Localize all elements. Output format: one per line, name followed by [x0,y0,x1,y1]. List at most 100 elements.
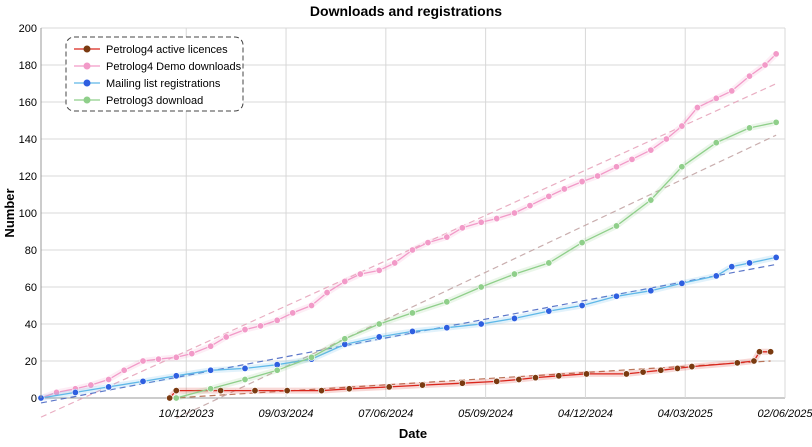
data-point [733,359,741,367]
data-point [375,266,383,274]
data-point [120,366,128,374]
y-tick-label: 60 [25,282,37,294]
data-point [477,283,485,291]
legend-label: Petrolog4 active licences [106,44,228,56]
y-tick-label: 20 [25,356,37,368]
series-layer [37,50,780,402]
data-point [345,385,353,393]
data-point [612,222,620,230]
data-point [493,377,501,385]
legend: Petrolog4 active licences Petrolog4 Demo … [65,36,244,112]
data-point [755,348,763,356]
y-tick-label: 80 [25,245,37,257]
data-point [515,375,523,383]
data-point [375,320,383,328]
x-tick-label: 04/12/2024 [558,408,613,420]
series-line [169,351,771,399]
data-point [217,387,225,395]
y-tick-label: 140 [19,134,37,146]
data-point [477,320,485,328]
data-point [662,135,670,143]
data-point [458,224,466,232]
data-point [172,387,180,395]
data-point [612,163,620,171]
data-point [493,215,501,223]
data-point [257,322,265,330]
data-point [251,387,259,395]
data-point [693,104,701,112]
data-point [273,316,281,324]
data-point [172,372,180,380]
data-point [207,342,215,350]
series-line [176,121,777,399]
x-tick-label: 07/06/2024 [358,408,413,420]
data-point [172,394,180,402]
series-halo [40,254,777,401]
data-point [728,87,736,95]
data-point [408,309,416,317]
data-point [647,287,655,295]
y-tick-label: 120 [19,171,37,183]
data-point [308,301,316,309]
data-point [424,239,432,247]
data-point [323,289,331,297]
data-point [105,383,113,391]
data-point [188,350,196,358]
x-tick-label: 02/06/2025 [757,408,812,420]
data-point [746,72,754,80]
data-point [318,387,326,395]
data-point [545,259,553,267]
y-tick-label: 0 [31,393,37,405]
data-point [443,233,451,241]
data-point [673,364,681,372]
data-point [510,270,518,278]
data-point [578,178,586,186]
y-axis-label: Number [2,188,17,237]
legend-items: Petrolog4 active licences Petrolog4 Demo … [74,44,242,107]
legend-label: Petrolog3 download [106,95,203,107]
legend-marker [83,45,91,53]
y-tick-label: 160 [19,97,37,109]
chart-title: Downloads and registrations [310,3,502,19]
data-point [273,366,281,374]
data-point [477,218,485,226]
trend-line [169,360,771,399]
data-point [308,353,316,361]
data-point [532,374,540,382]
data-point [241,326,249,334]
x-tick-label: 05/09/2024 [458,408,513,420]
data-point [612,292,620,300]
data-point [628,155,636,163]
data-point [443,324,451,332]
y-tick-label: 40 [25,319,37,331]
data-point [166,394,174,402]
x-axis-label: Date [399,426,427,441]
data-point [341,335,349,343]
data-point [139,377,147,385]
data-point [458,379,466,387]
series-line [40,256,777,399]
data-point [155,355,163,363]
data-point [712,139,720,147]
data-point [647,196,655,204]
y-tick-label: 200 [19,23,37,35]
data-point [772,253,780,261]
data-point [241,375,249,383]
legend-label: Petrolog4 Demo downloads [106,61,242,73]
data-point [647,146,655,154]
data-point [772,50,780,58]
data-point [443,298,451,306]
data-point [105,375,113,383]
x-tick-label: 09/03/2024 [259,408,314,420]
y-tick-label: 100 [19,208,37,220]
data-point [678,279,686,287]
data-point [678,122,686,130]
data-point [746,259,754,267]
axis-layer: 0 20 40 60 80 100 120 140 160 180 200 10/12/2023 09/… [19,23,812,420]
data-point [241,364,249,372]
data-point [510,209,518,217]
x-tick-label: 04/03/2025 [658,408,714,420]
data-point [341,277,349,285]
